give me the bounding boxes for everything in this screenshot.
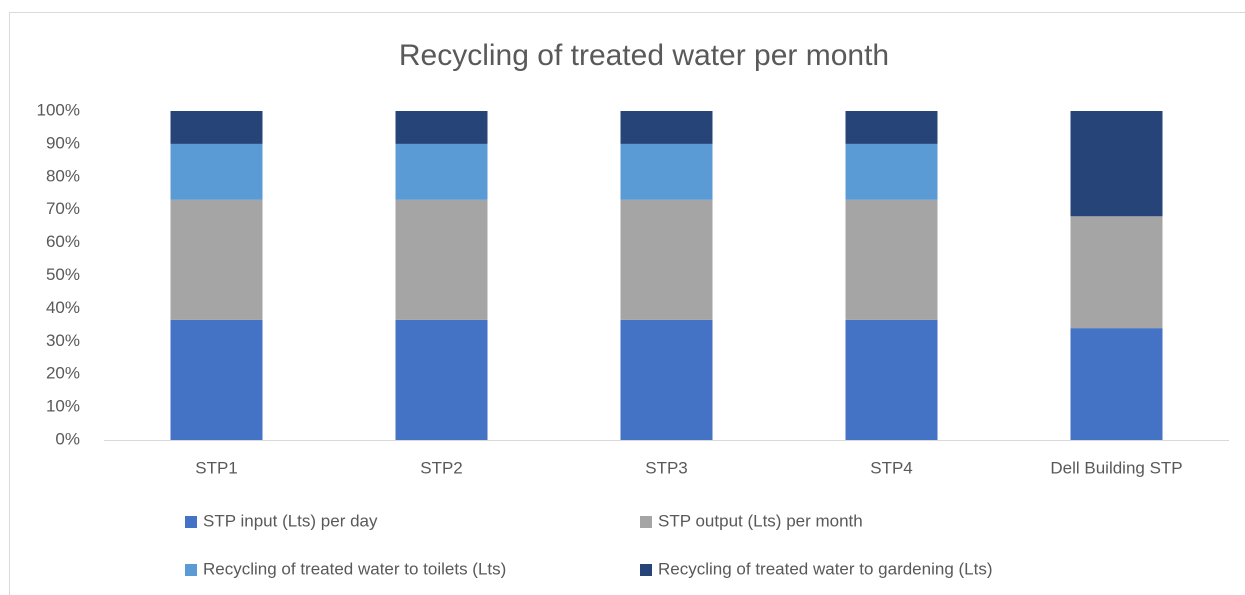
bar-segment (845, 111, 938, 144)
bar-segment (170, 319, 263, 440)
bar-segment (1070, 328, 1163, 440)
bar-segment (395, 111, 488, 144)
bar-segment (395, 143, 488, 200)
bar-segment (845, 143, 938, 200)
y-tick-label: 40% (46, 298, 80, 317)
bar-segment (845, 319, 938, 440)
x-tick-label: STP4 (870, 458, 913, 477)
x-tick-label: Dell Building STP (1050, 458, 1182, 477)
legend-label: Recycling of treated water to toilets (L… (203, 559, 506, 578)
y-tick-label: 50% (46, 265, 80, 284)
y-tick-label: 30% (46, 331, 80, 350)
bar-segment (620, 111, 713, 144)
legend-swatch (185, 564, 197, 576)
bar-segment (620, 143, 713, 200)
bar-segment (620, 199, 713, 320)
x-tick-label: STP2 (420, 458, 463, 477)
chart-border (9, 12, 1245, 595)
legend-label: STP input (Lts) per day (203, 511, 378, 530)
legend-swatch (640, 516, 652, 528)
bar-segment (170, 143, 263, 200)
x-tick-label: STP3 (645, 458, 688, 477)
bar-segment (395, 319, 488, 440)
y-tick-label: 90% (46, 133, 80, 152)
legend-label: Recycling of treated water to gardening … (658, 559, 993, 578)
y-tick-label: 80% (46, 166, 80, 185)
bar-segment (1070, 111, 1163, 217)
bar-segment (845, 199, 938, 320)
y-tick-label: 20% (46, 364, 80, 383)
y-tick-label: 0% (55, 429, 80, 448)
bar-segment (170, 111, 263, 144)
y-tick-label: 70% (46, 199, 80, 218)
y-tick-label: 60% (46, 232, 80, 251)
bar-segment (1070, 216, 1163, 329)
y-tick-label: 100% (37, 100, 80, 119)
legend-swatch (185, 516, 197, 528)
bar-segment (620, 319, 713, 440)
chart-title: Recycling of treated water per month (399, 39, 889, 72)
bar-segment (170, 199, 263, 320)
legend-label: STP output (Lts) per month (658, 511, 863, 530)
y-tick-label: 10% (46, 397, 80, 416)
legend-swatch (640, 564, 652, 576)
x-tick-label: STP1 (195, 458, 238, 477)
bar-segment (395, 199, 488, 320)
